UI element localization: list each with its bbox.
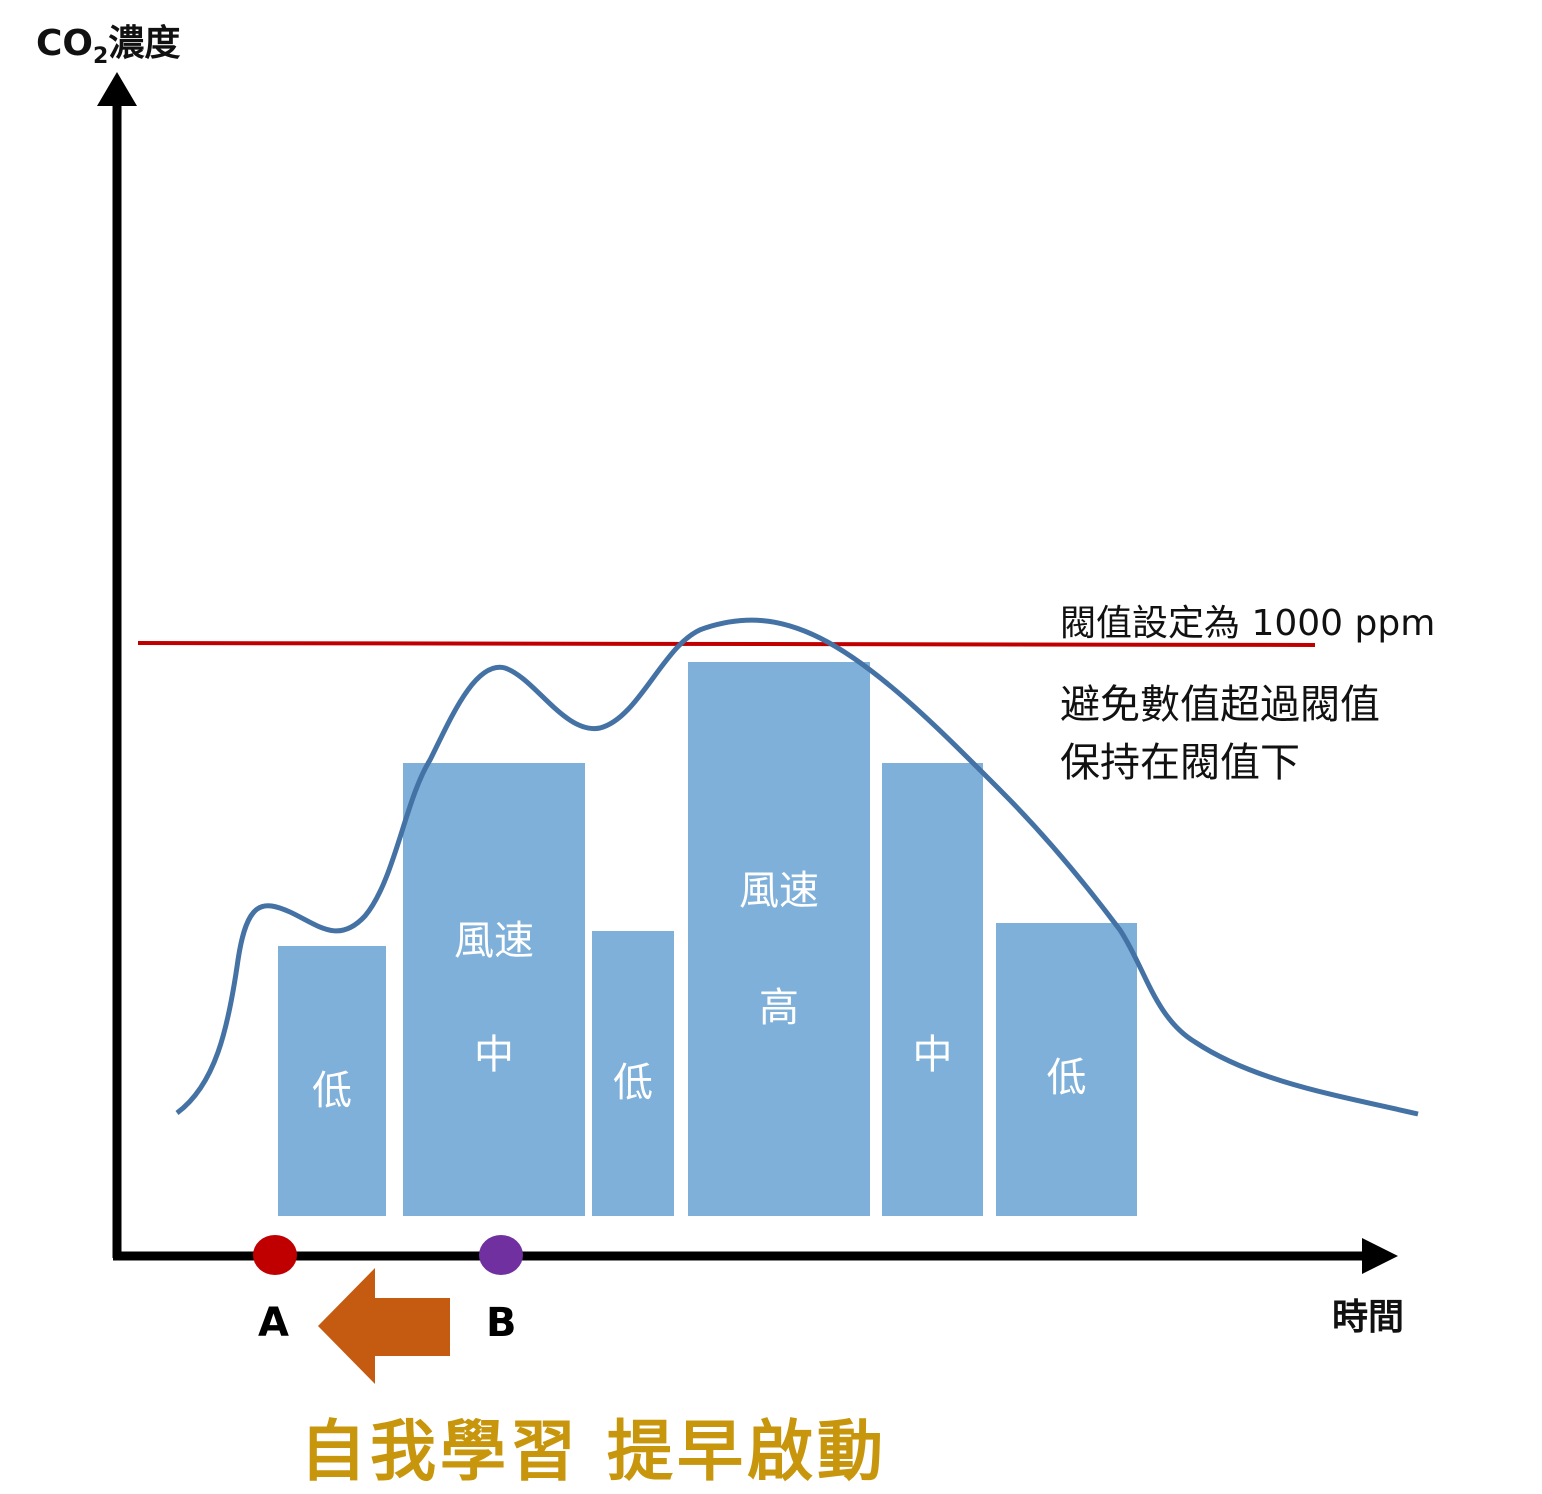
bar-low-3	[996, 923, 1137, 1216]
note-line-2: 保持在閥值下	[1060, 740, 1300, 786]
bar-low-1	[278, 946, 386, 1216]
y-axis-label: CO2濃度	[36, 23, 181, 70]
bar-high-label-bottom: 高	[759, 985, 799, 1031]
point-b-marker	[479, 1235, 523, 1275]
bar-medium-1-label-bottom: 中	[474, 1032, 514, 1078]
fan-speed-bars	[278, 662, 1137, 1216]
point-b-label: B	[486, 1300, 517, 1346]
co2-curve	[175, 617, 1419, 1117]
slogan: 自我學習 提早啟動	[300, 1413, 887, 1490]
x-axis-label: 時間	[1332, 1297, 1405, 1338]
threshold-line	[137, 641, 1316, 647]
bar-medium-2	[882, 763, 983, 1216]
point-a-marker	[253, 1235, 297, 1275]
y-axis-arrowhead	[97, 72, 137, 106]
bar-high-label-top: 風速	[739, 868, 819, 914]
axes	[97, 72, 1398, 1274]
bar-low-1-label: 低	[312, 1068, 352, 1114]
shift-earlier-arrow	[318, 1268, 450, 1384]
bar-low-3-label: 低	[1046, 1055, 1087, 1101]
threshold-label: 閥值設定為 1000 ppm	[1060, 603, 1436, 644]
bar-low-2	[592, 931, 674, 1216]
bar-medium-1-label-top: 風速	[454, 918, 534, 964]
bar-medium-1	[403, 763, 585, 1216]
bar-high	[688, 662, 870, 1216]
note-line-1: 避免數值超過閥值	[1060, 682, 1380, 728]
x-axis-arrowhead	[1362, 1238, 1398, 1274]
bar-low-2-label: 低	[613, 1060, 653, 1106]
point-a-label: A	[258, 1300, 289, 1346]
bar-medium-2-label: 中	[912, 1032, 953, 1078]
